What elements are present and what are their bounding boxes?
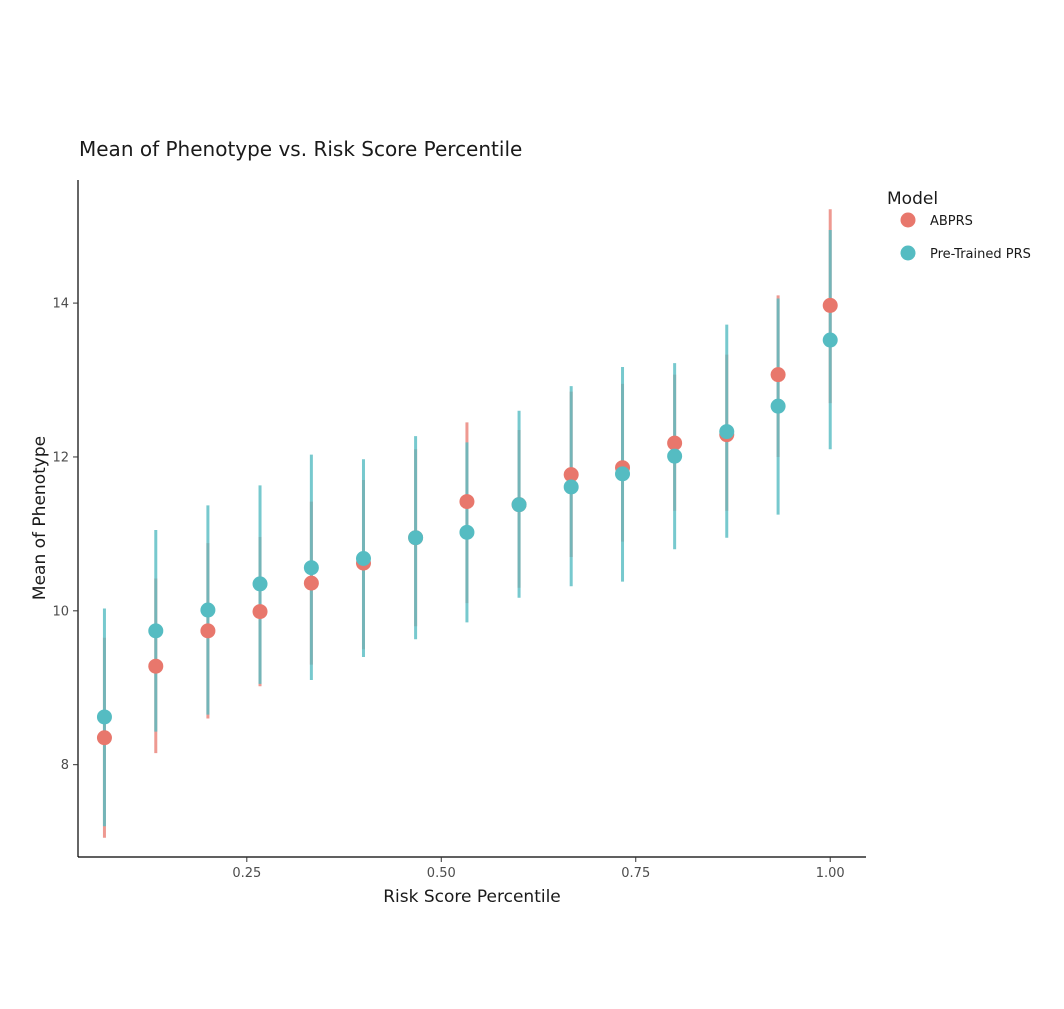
point-pre-trained-prs	[148, 623, 164, 639]
point-pre-trained-prs	[355, 551, 371, 567]
y-axis-title: Mean of Phenotype	[30, 436, 50, 600]
point-pre-trained-prs	[667, 448, 683, 464]
x-tick-label: 0.75	[621, 866, 650, 881]
legend-label-pretrained-prs: Pre-Trained PRS	[930, 247, 1031, 262]
x-axis-title: Risk Score Percentile	[383, 887, 561, 907]
legend-label-abprs: ABPRS	[930, 214, 973, 229]
point-abprs	[667, 435, 683, 451]
point-abprs	[563, 467, 579, 483]
point-abprs	[822, 297, 838, 313]
point-pre-trained-prs	[200, 602, 216, 618]
plot-area	[96, 209, 838, 838]
point-pre-trained-prs	[822, 332, 838, 348]
point-pre-trained-prs	[252, 576, 268, 592]
legend-key-abprs	[900, 212, 916, 228]
legend-title: Model	[887, 189, 938, 209]
y-tick-label: 8	[61, 758, 69, 773]
point-abprs	[200, 623, 216, 639]
point-abprs	[252, 604, 268, 620]
point-pre-trained-prs	[615, 466, 631, 482]
y-tick-label: 12	[52, 450, 69, 465]
point-pre-trained-prs	[563, 479, 579, 495]
legend-key-pretrained-prs	[900, 245, 916, 261]
point-pre-trained-prs	[719, 424, 735, 440]
point-pre-trained-prs	[303, 560, 319, 576]
point-pre-trained-prs	[770, 398, 786, 414]
x-tick-label: 0.50	[427, 866, 456, 881]
y-tick-label: 14	[52, 297, 69, 312]
chart-title: Mean of Phenotype vs. Risk Score Percent…	[79, 137, 522, 161]
point-pre-trained-prs	[408, 530, 424, 546]
x-axis-ticks: 0.25 0.50 0.75 1.00	[232, 857, 845, 881]
points	[96, 297, 838, 746]
point-pre-trained-prs	[511, 497, 527, 513]
point-abprs	[770, 367, 786, 383]
point-abprs	[148, 658, 164, 674]
legend: Model ABPRS Pre-Trained PRS	[887, 189, 1031, 262]
y-tick-label: 10	[52, 604, 69, 619]
x-tick-label: 1.00	[816, 866, 845, 881]
error-bars	[102, 209, 832, 838]
point-abprs	[459, 494, 475, 510]
point-pre-trained-prs	[96, 709, 112, 725]
point-abprs	[96, 730, 112, 746]
point-abprs	[303, 575, 319, 591]
x-tick-label: 0.25	[232, 866, 261, 881]
point-pre-trained-prs	[459, 524, 475, 540]
y-axis-ticks: 8 10 12 14	[52, 297, 78, 773]
